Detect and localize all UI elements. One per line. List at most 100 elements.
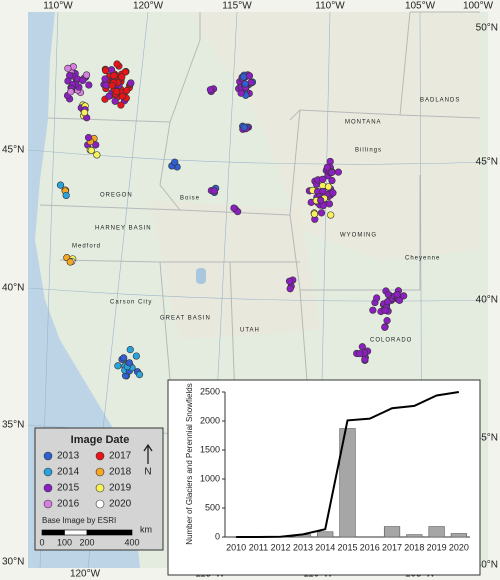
bar [339, 428, 356, 538]
y-tick-label: 1000 [200, 473, 220, 483]
legend-label: 2020 [109, 499, 132, 510]
place-label: Boise [180, 196, 200, 202]
glacier-point [358, 343, 366, 351]
graticule-label: 40°N [476, 295, 498, 306]
glacier-point [118, 92, 127, 100]
glacier-point [105, 92, 113, 100]
scale-unit: km [140, 524, 152, 534]
glacier-point [310, 210, 319, 218]
glacier-point [132, 352, 140, 360]
x-tick-label: 2014 [315, 542, 335, 552]
glacier-point [237, 89, 245, 97]
graticule-label: 30°N [2, 557, 24, 568]
glacier-point [381, 306, 389, 315]
glacier-point [361, 355, 369, 364]
place-label: GREAT BASIN [160, 316, 211, 322]
glacier-point [123, 86, 131, 95]
glacier-point [171, 158, 179, 166]
north-arrow [143, 443, 153, 464]
glacier-point [323, 163, 331, 171]
glacier-point [85, 81, 93, 89]
glacier-point [84, 133, 93, 142]
y-axis-title: Number of Glaciers and Perennial Snowfie… [185, 383, 194, 544]
line [236, 391, 460, 538]
glacier-point [126, 346, 134, 354]
glacier-point [381, 323, 389, 331]
glacier-point [114, 362, 122, 370]
glacier-point [67, 88, 75, 96]
glacier-point [327, 211, 335, 219]
glacier-point [108, 81, 116, 90]
glacier-point [247, 78, 255, 87]
scale-segment [41, 529, 65, 536]
scale-label: 200 [79, 537, 94, 547]
glacier-point [317, 209, 326, 217]
glacier-point [120, 354, 128, 362]
bar [406, 534, 423, 538]
graticule-label: 45°N [2, 145, 24, 156]
glacier-point [334, 168, 342, 176]
points [56, 60, 408, 380]
legend-label: 2019 [109, 483, 132, 494]
glacier-point [118, 73, 126, 81]
glacier-point [87, 146, 95, 155]
x-tick-label: 2016 [360, 542, 380, 552]
legend-swatch [43, 483, 53, 493]
glacier-point [373, 294, 381, 302]
glacier-point [56, 181, 65, 189]
glacier-point [80, 108, 89, 117]
graticule-label: 45°N [476, 157, 498, 168]
glacier-point [66, 258, 74, 266]
place-label: OREGON [100, 193, 133, 199]
glacier-point [101, 75, 109, 83]
scale-segment [64, 529, 88, 536]
glacier-point [383, 317, 391, 325]
credit: Base Image by ESRI [42, 516, 116, 525]
glacier-point [317, 196, 325, 204]
glacier-point [92, 141, 100, 149]
graticule-label: 30°N [476, 560, 498, 571]
graticule-label: 35°N [476, 433, 498, 444]
glacier-point [393, 290, 401, 299]
glacier-point [400, 292, 408, 300]
legend-swatch [95, 499, 105, 509]
glacier-point [239, 73, 248, 81]
glacier-point [82, 71, 91, 79]
glacier-point [369, 306, 377, 314]
legend-items: 2013 2014 2015 2016 2017 2018 2019 2020 [43, 451, 132, 510]
x-tick-label: 2020 [449, 542, 469, 552]
place-label: Billings [355, 148, 382, 154]
x-tick-label: 2012 [271, 542, 291, 552]
place-label: HARNEY BASIN [95, 226, 152, 232]
basin [150, 200, 320, 340]
graticule-label: 110°W [315, 1, 345, 12]
place-label: MONTANA [345, 120, 382, 126]
graticule-label: 105°W [405, 1, 436, 12]
bar [383, 526, 401, 538]
x-tick-label: 2019 [427, 542, 447, 552]
place-label: Medford [72, 244, 101, 250]
legend-swatch [95, 483, 105, 493]
x-tick-label: 2011 [249, 542, 268, 552]
glacier-point [135, 371, 144, 379]
glacier-point [210, 187, 218, 195]
graticule-label: 110°W [43, 1, 73, 12]
graticule-label: 50°N [476, 23, 498, 34]
plains [190, 12, 480, 260]
place-label: WYOMING [340, 233, 377, 239]
scale-label: 0 [39, 537, 44, 547]
y-tick-label: 1500 [200, 444, 220, 454]
legend-label: 2015 [57, 483, 80, 494]
graticule-label: 40°N [2, 283, 24, 294]
state-borders [39, 11, 481, 421]
place-label: BADLANDS [420, 98, 460, 104]
glacier-point [64, 64, 72, 72]
glacier-point [285, 277, 294, 285]
legend-label: 2018 [109, 467, 132, 478]
bar [428, 526, 445, 538]
glacier-point [240, 123, 248, 131]
legend-label: 2013 [57, 451, 80, 462]
glacier-point [318, 175, 327, 183]
glacier-point [328, 176, 336, 185]
